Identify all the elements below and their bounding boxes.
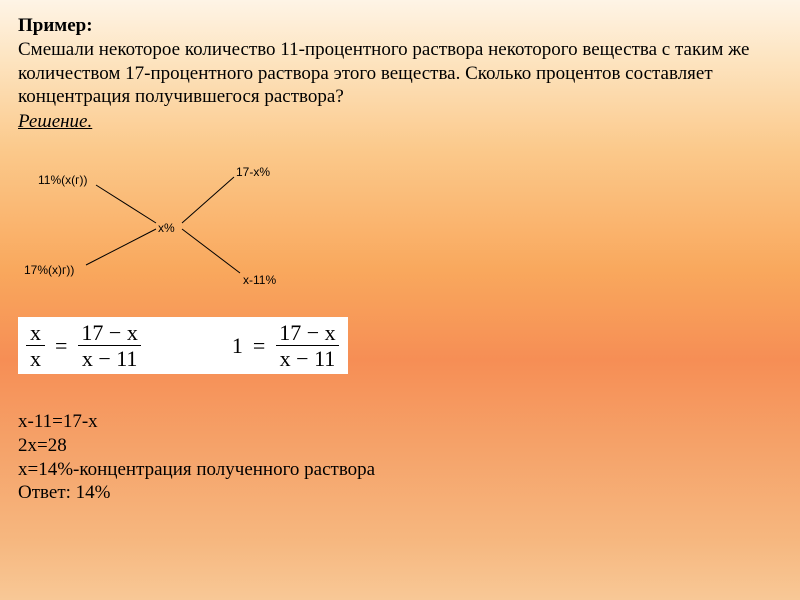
equation-block: x x = 17 − x x − 11 1 = 17 − x x − 11 xyxy=(18,317,348,374)
step-3: x=14%-концентрация полученного раствора xyxy=(18,458,782,482)
equation-2: 1 = 17 − x x − 11 xyxy=(232,321,340,370)
example-title: Пример: xyxy=(18,14,782,38)
step-1: x-11=17-x xyxy=(18,410,782,434)
eq1-rhs-num: 17 − x xyxy=(77,321,141,345)
line-bl xyxy=(86,229,156,265)
solution-label: Решение. xyxy=(18,111,782,133)
problem-statement: Смешали некоторое количество 11-процентн… xyxy=(18,38,782,109)
eq1-lhs-den: x xyxy=(26,345,45,370)
cross-diagram: 11%(x(г)) 17%(x)г)) x% 17-x% x-11% xyxy=(18,155,338,295)
label-top-left: 11%(x(г)) xyxy=(38,173,88,187)
eq1-equals: = xyxy=(55,333,67,359)
label-bottom-right: x-11% xyxy=(243,273,276,287)
equation-1: x x = 17 − x x − 11 xyxy=(26,321,142,370)
eq2-equals: = xyxy=(253,333,265,359)
eq1-lhs-num: x xyxy=(26,321,45,345)
eq2-rhs-num: 17 − x xyxy=(275,321,339,345)
step-2: 2x=28 xyxy=(18,434,782,458)
eq1-rhs-den: x − 11 xyxy=(78,345,142,370)
line-br xyxy=(182,229,240,273)
line-tr xyxy=(182,177,234,223)
line-tl xyxy=(96,185,156,223)
solution-steps: x-11=17-x 2x=28 x=14%-концентрация получ… xyxy=(18,410,782,505)
label-bottom-left: 17%(x)г)) xyxy=(24,263,74,277)
eq2-lhs: 1 xyxy=(232,333,243,359)
eq2-rhs-den: x − 11 xyxy=(276,345,340,370)
answer: Ответ: 14% xyxy=(18,481,782,505)
label-center: x% xyxy=(158,221,175,235)
label-top-right: 17-x% xyxy=(236,165,270,179)
